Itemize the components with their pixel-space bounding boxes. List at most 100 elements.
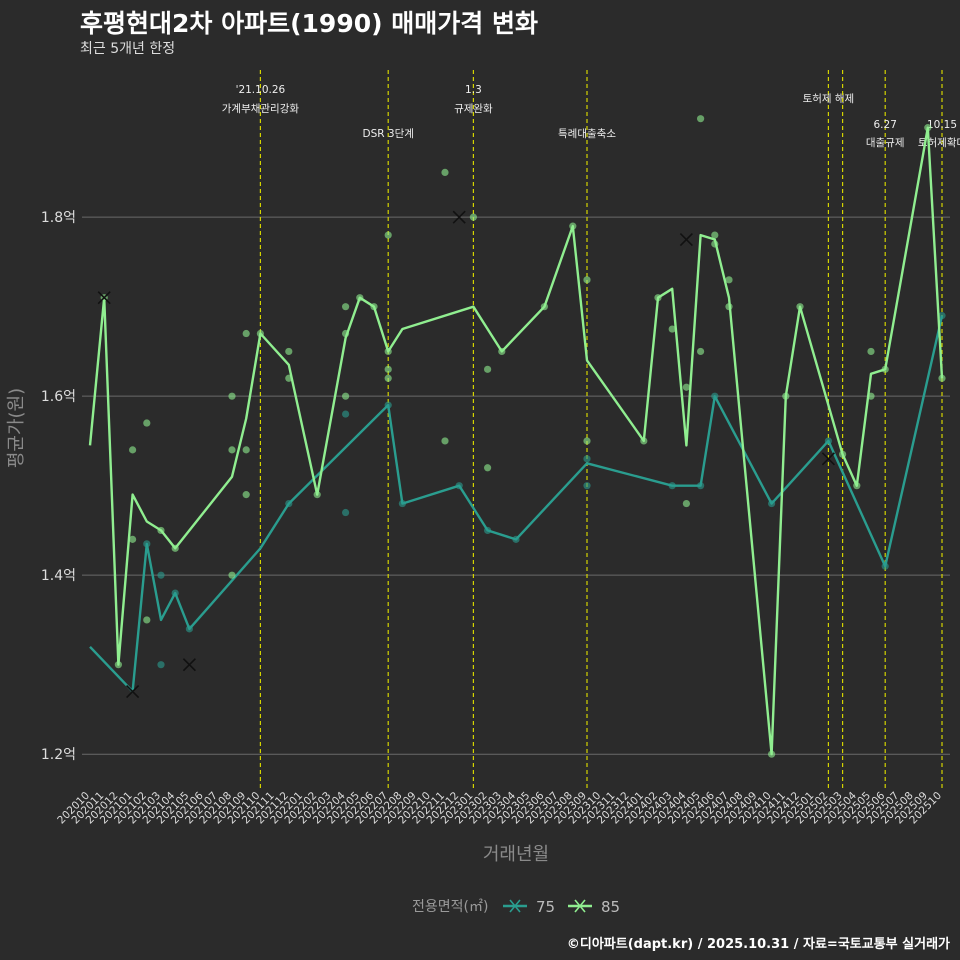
data-point-85 [441,168,449,177]
data-point-75 [697,482,705,490]
data-point-85 [441,437,449,445]
event-label: 대출규제 [866,137,905,149]
data-point-85 [768,750,776,758]
data-point-75 [455,482,463,490]
data-point-85 [342,303,350,311]
data-point-85 [853,482,861,490]
source-caption: ©디아파트(dapt.kr) / 2025.10.31 / 자료=국토교통부 실… [566,937,950,952]
data-point-85 [867,392,875,400]
data-point-85 [725,303,733,311]
data-point-85 [668,325,676,333]
data-point-85 [242,491,250,499]
chart-subtitle: 최근 5개년 한정 [80,41,176,57]
data-point-85 [867,347,875,356]
data-point-85 [839,450,847,458]
data-point-85 [256,329,264,338]
data-point-85 [697,115,705,123]
cross-marker-75 [182,658,196,672]
data-point-75 [583,455,591,463]
event-label: '21.10.26 [236,84,286,96]
data-point-85 [654,294,662,302]
series-line-75 [89,315,944,693]
data-point-85 [498,347,506,356]
data-point-85 [640,437,648,445]
data-point-85 [711,240,719,248]
event-label: 1.3 [465,84,482,96]
data-point-75 [824,437,833,445]
data-point-85 [384,347,392,356]
data-point-85 [114,661,122,669]
data-point-75 [285,499,293,508]
cross-marker-75 [126,684,140,699]
data-point-85 [342,392,350,400]
data-point-75 [768,499,776,508]
event-label: 6.27 [874,119,897,131]
data-point-75 [668,482,676,490]
data-point-85 [143,616,151,624]
cross-marker-85 [97,291,111,305]
data-point-85 [682,499,691,508]
data-point-85 [285,374,293,382]
data-point-85 [938,374,946,382]
legend-label-75: 75 [536,898,555,916]
data-point-85 [484,464,492,472]
data-point-85 [569,222,577,230]
cross-marker-85 [452,210,466,224]
data-point-75 [157,661,165,669]
data-point-85 [342,329,350,338]
data-point-85 [924,124,932,132]
data-point-75 [484,526,492,535]
data-point-85 [242,446,250,454]
event-label: 규제완화 [454,102,493,115]
data-point-85 [540,303,549,311]
data-point-85 [285,347,293,356]
data-point-85 [583,276,591,284]
legend-key-cross-75 [509,899,521,913]
legend-key-cross-85 [574,899,586,913]
data-point-75 [711,392,719,400]
series-line-85 [88,126,944,756]
data-point-85 [228,392,236,400]
data-point-85 [171,544,179,552]
data-point-75 [185,625,193,633]
data-point-85 [384,231,392,239]
data-point-85 [384,374,392,382]
data-point-85 [782,392,790,400]
data-point-85 [129,446,137,454]
data-point-75 [583,482,591,490]
data-point-85 [682,383,691,391]
data-point-75 [171,589,179,597]
y-axis-title: 평균가(원) [6,388,27,468]
event-label: 가계부채관리강화 [222,103,300,115]
y-tick-label: 1.6억 [41,389,76,405]
data-point-85 [469,213,477,221]
data-point-85 [725,276,733,284]
data-point-75 [342,508,350,517]
data-point-85 [384,365,392,373]
cross-marker-75 [821,452,835,466]
data-point-85 [228,446,236,454]
y-tick-label: 1.2억 [41,747,76,763]
data-point-75 [512,535,520,543]
data-point-75 [342,410,350,418]
x-axis-title: 거래년월 [483,844,549,865]
data-point-75 [384,401,392,409]
data-point-75 [938,312,946,320]
data-point-85 [356,294,364,302]
data-point-85 [157,526,165,535]
data-point-85 [881,365,889,373]
event-label: 특례대출축소 [558,128,616,140]
data-point-85 [711,231,719,239]
event-label: 10.15 [927,119,957,131]
data-point-85 [242,329,250,338]
data-point-85 [697,347,705,356]
data-point-75 [143,540,151,548]
data-point-85 [228,571,236,579]
data-point-85 [796,303,804,311]
y-tick-label: 1.8억 [41,210,76,226]
data-point-85 [484,365,492,373]
chart-title: 후평현대2차 아파트(1990) 매매가격 변화 [80,9,538,38]
y-tick-label: 1.4억 [41,568,76,584]
legend-label-85: 85 [601,898,620,916]
